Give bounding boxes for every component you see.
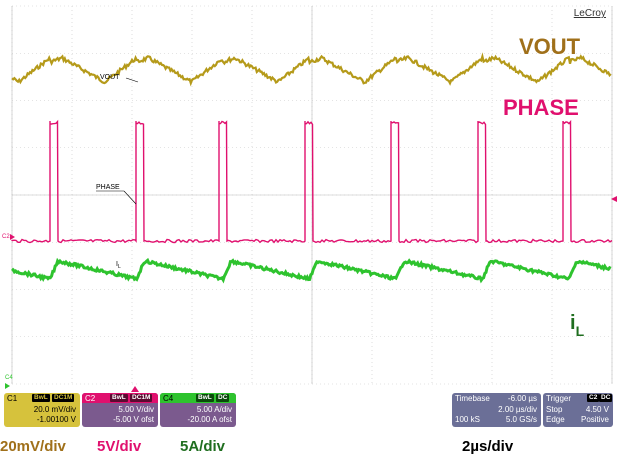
c4-offset: -20.00 A ofst xyxy=(187,415,232,424)
c2-id: C2 xyxy=(85,394,96,403)
c1-vdiv: 20.0 mV/div xyxy=(33,405,76,414)
c2-marker: C2 xyxy=(2,234,10,240)
timebase-label: Timebase xyxy=(455,394,490,403)
channel-c1-panel[interactable]: C1 BwL DC1M 20.0 mV/div -1.00100 V xyxy=(4,393,80,427)
c4-vdiv: 5.00 A/div xyxy=(196,405,232,414)
c1-scale-label: 20mV/div xyxy=(0,438,66,455)
c2-ground-arrow-icon xyxy=(10,234,15,240)
time-scale-label: 2µs/div xyxy=(462,438,514,455)
c4-marker: C4 xyxy=(5,375,13,381)
c1-offset: -1.00100 V xyxy=(36,415,76,424)
c4-scale-label: 5A/div xyxy=(180,438,226,455)
trigger-level-icon xyxy=(611,196,617,202)
channel-c2-panel[interactable]: C2 BwL DC1M 5.00 V/div -5.00 V ofst xyxy=(82,393,158,427)
timebase-rate: 5.0 GS/s xyxy=(505,415,537,424)
c4-id: C4 xyxy=(163,394,174,403)
trigger-mode: Stop xyxy=(546,405,563,414)
trigger-type: Edge xyxy=(546,415,565,424)
trigger-source-tag: C2 xyxy=(587,394,600,402)
c4-ground-arrow-icon xyxy=(5,383,10,389)
c4-coupling-tag: DC xyxy=(216,394,230,402)
timebase-delay: -6.00 µs xyxy=(507,394,537,403)
c2-scale-label: 5V/div xyxy=(97,438,142,455)
timebase-samples: 100 kS xyxy=(455,415,480,424)
trigger-panel[interactable]: Trigger C2 DC Stop 4.50 V Edge Positive xyxy=(543,393,613,427)
grid xyxy=(11,5,613,385)
il-big-label: iL xyxy=(570,312,584,339)
il-big-label-main: i xyxy=(570,312,576,334)
trigger-slope: Positive xyxy=(580,415,609,424)
oscilloscope-display: VOUT PHASE IL LeCroy C2 C4 xyxy=(2,5,617,392)
phase-big-label: PHASE xyxy=(503,95,579,120)
c1-coupling-tag: DC1M xyxy=(52,394,75,402)
vout-big-label: VOUT xyxy=(519,34,581,59)
c2-offset: -5.00 V ofst xyxy=(113,415,154,424)
phase-trace xyxy=(11,119,613,244)
trigger-label: Trigger xyxy=(546,394,572,403)
il-trace-label: IL xyxy=(116,261,121,270)
c1-id: C1 xyxy=(7,394,18,403)
c1-bw-tag: BwL xyxy=(32,394,50,402)
c2-bw-tag: BwL xyxy=(110,394,128,402)
lecroy-logo: LeCroy xyxy=(574,8,606,19)
il-trace xyxy=(11,257,612,284)
il-big-label-sub: L xyxy=(575,323,585,339)
phase-trace-label: PHASE xyxy=(96,184,120,191)
trigger-level: 4.50 V xyxy=(585,405,609,414)
channel-c4-panel[interactable]: C4 BwL DC 5.00 A/div -20.00 A ofst xyxy=(160,393,236,427)
c4-bw-tag: BwL xyxy=(196,394,214,402)
trigger-coupling-tag: DC xyxy=(599,394,613,402)
c2-vdiv: 5.00 V/div xyxy=(118,405,154,414)
trigger-position-icon xyxy=(131,386,139,392)
timebase-tdiv: 2.00 µs/div xyxy=(498,405,537,414)
vout-trace-label: VOUT xyxy=(100,74,120,81)
timebase-panel[interactable]: Timebase -6.00 µs 2.00 µs/div 100 kS 5.0… xyxy=(452,393,541,427)
c2-coupling-tag: DC1M xyxy=(130,394,153,402)
vout-trace xyxy=(11,52,612,87)
